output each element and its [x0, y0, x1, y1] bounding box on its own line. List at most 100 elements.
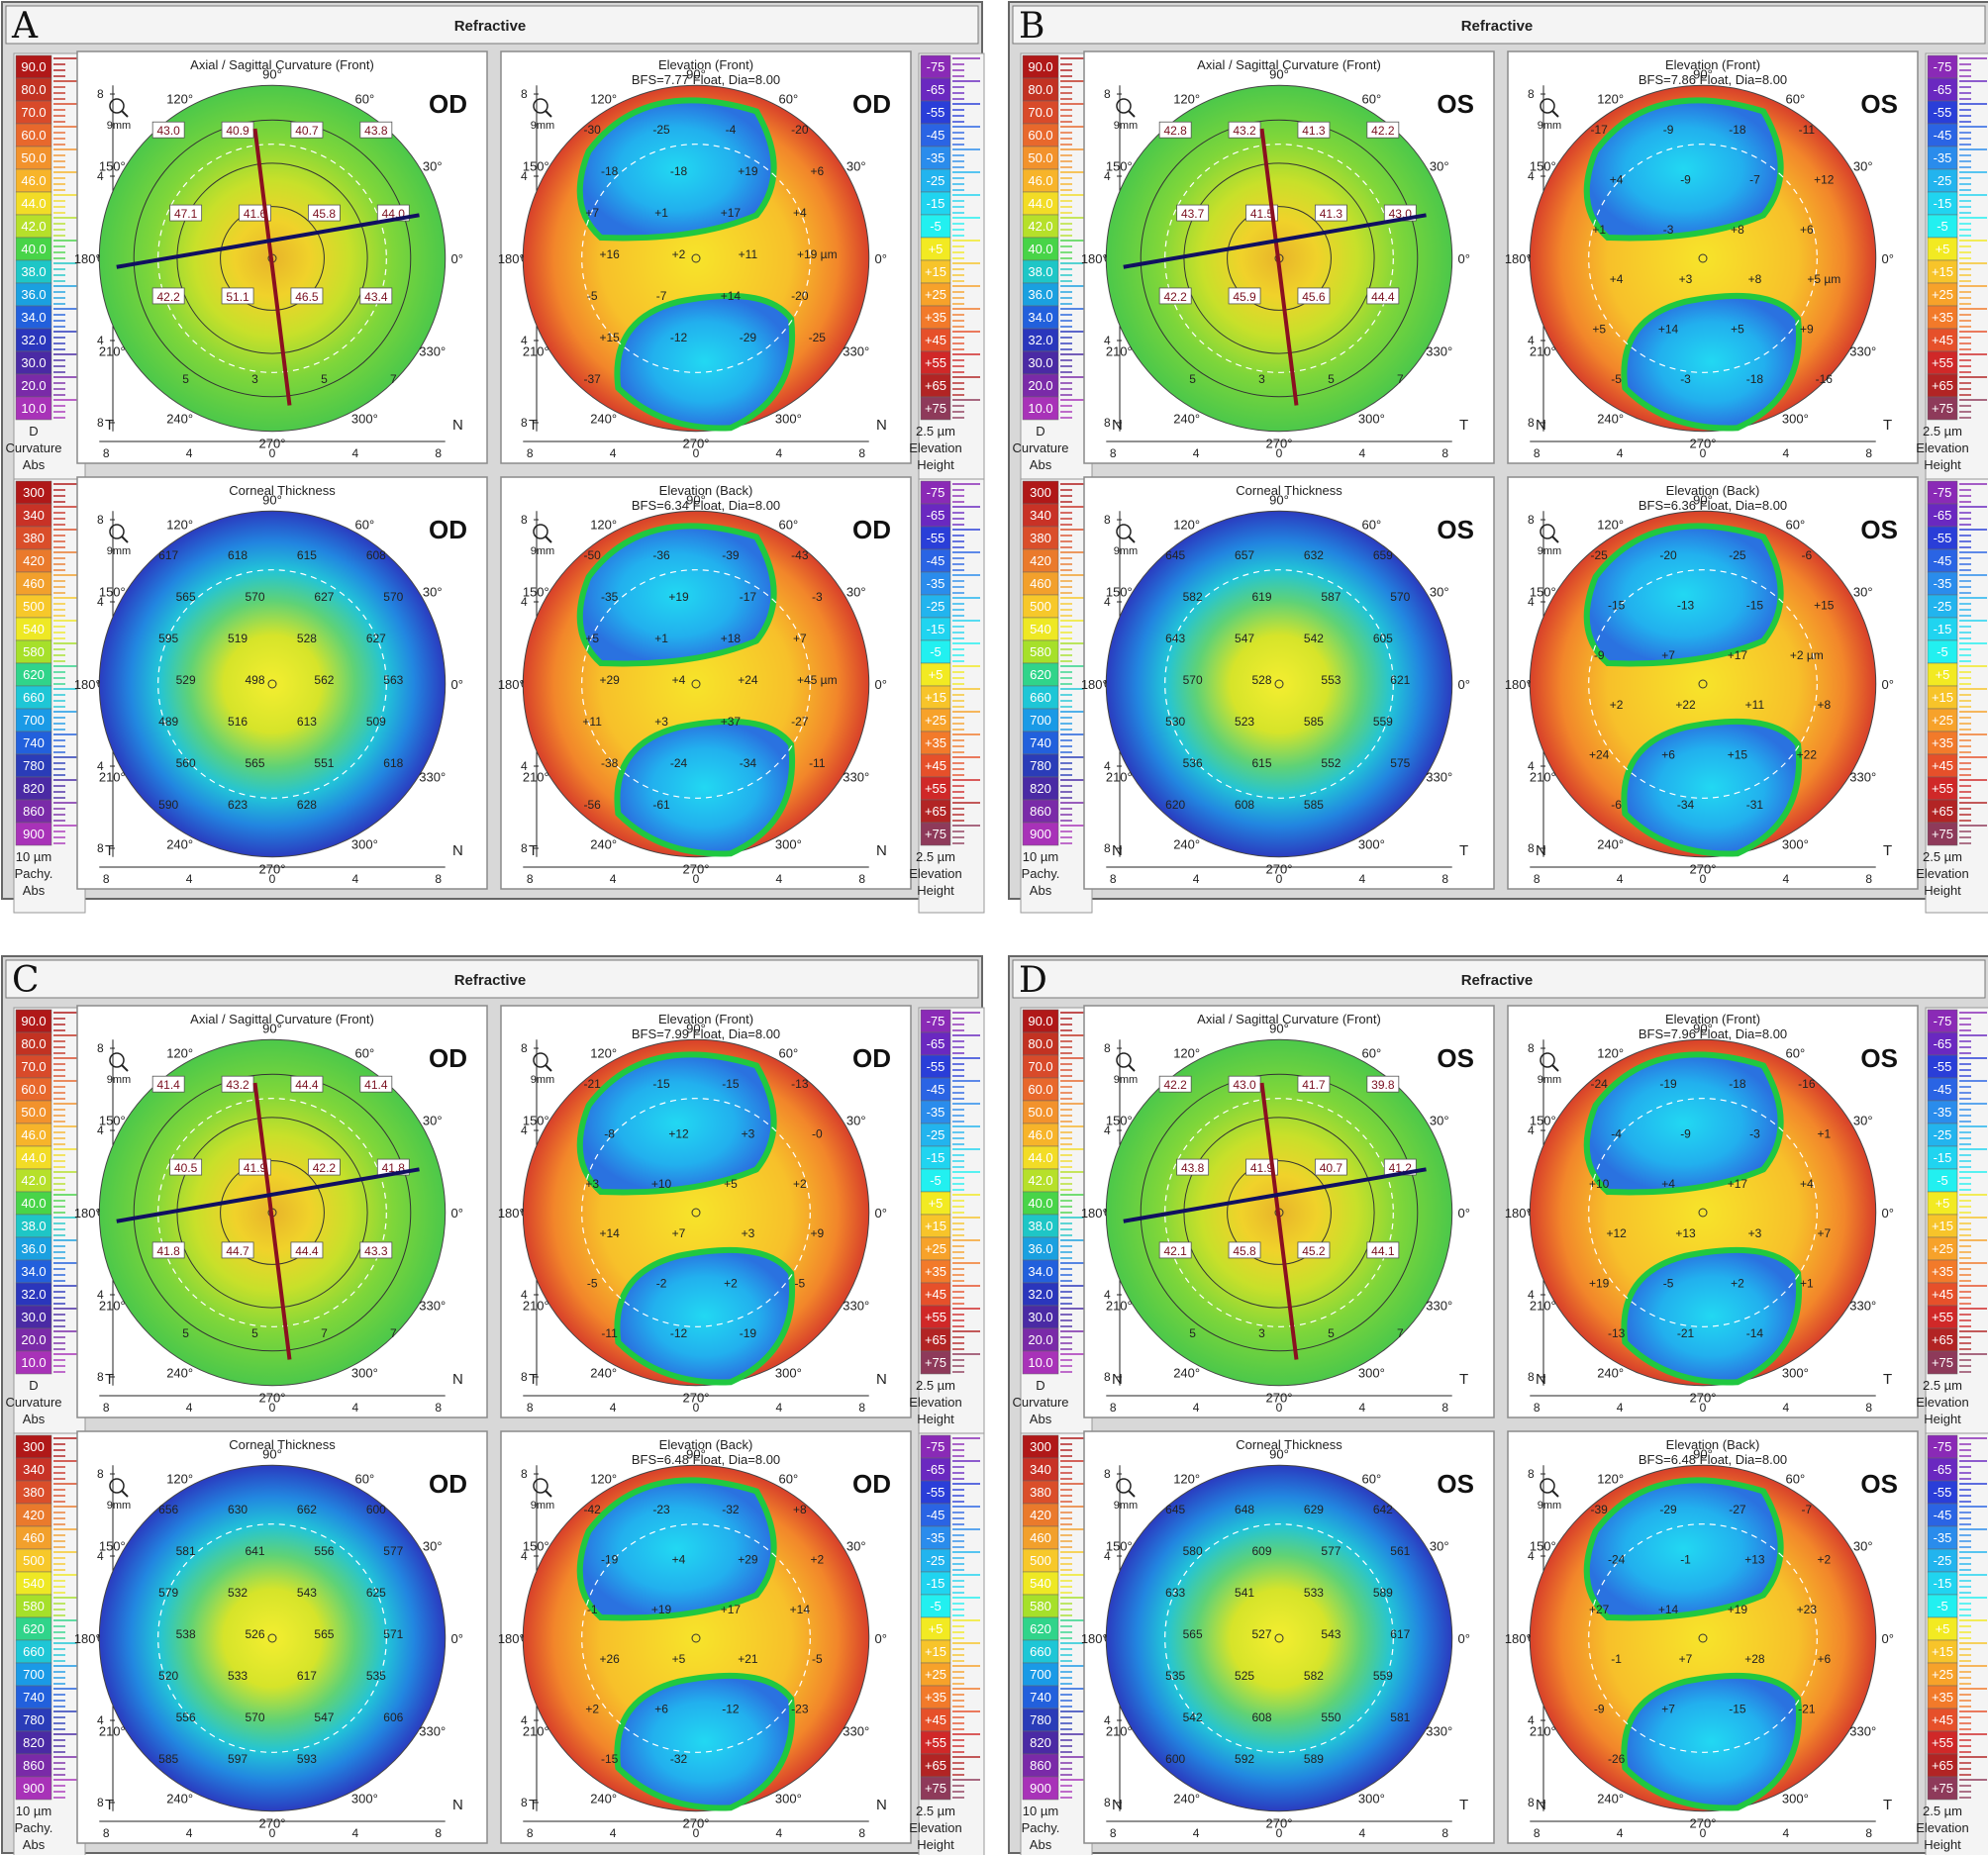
angle-label: 60° [1362, 91, 1382, 106]
map-value: +7 [1817, 1226, 1831, 1240]
map-value: +10 [651, 1177, 672, 1191]
angle-label: 330° [843, 1723, 869, 1738]
scale-swatch [920, 822, 951, 846]
eye-label: OD [852, 1043, 891, 1073]
map-value: 581 [176, 1544, 196, 1558]
scale-value: +5 [929, 1621, 944, 1636]
zoom-label: 9mm [107, 545, 131, 557]
angle-label: 270° [1266, 1816, 1293, 1831]
map-value: -27 [1729, 1503, 1746, 1516]
map-value: 593 [297, 1752, 317, 1766]
angle-label: 210° [99, 1298, 126, 1313]
scale-swatch [15, 396, 52, 421]
scale-swatch [1927, 1350, 1958, 1375]
map-value: -43 [791, 548, 809, 562]
scale-value: 32.0 [1028, 1287, 1052, 1302]
scale-value: 740 [23, 735, 45, 750]
scale-value: -75 [1934, 1014, 1952, 1028]
map-value: +22 [1797, 747, 1818, 761]
panel-title-elev_front: Elevation (Front) [658, 1012, 753, 1026]
scale-value: 700 [1030, 1667, 1051, 1682]
axis-tick-horizontal: 8 [435, 1401, 442, 1415]
angle-label: 0° [875, 1206, 887, 1220]
angle-label: 270° [1690, 862, 1717, 877]
scale-value: 500 [23, 1553, 45, 1568]
angle-label: 240° [166, 837, 193, 852]
scale-value: -25 [927, 173, 945, 188]
scale-value: +15 [1932, 264, 1953, 279]
angle-label: 90° [686, 1446, 706, 1461]
center-marker [1698, 253, 1708, 263]
scale-value: 40.0 [21, 1196, 46, 1211]
angle-label: 270° [259, 437, 286, 451]
map-value: +7 [1661, 648, 1675, 662]
scale-footer: Elevation [1916, 1395, 1968, 1410]
scale-value: +65 [1932, 1332, 1953, 1347]
map-value: -24 [670, 756, 688, 770]
angle-label: 30° [846, 1539, 866, 1554]
scale-swatch [1927, 396, 1958, 421]
flat-meridian [1123, 1167, 1427, 1223]
map-value: 528 [297, 632, 317, 645]
side-label-left: N [1112, 417, 1123, 434]
blue-zone-lower [614, 292, 795, 432]
map-value: 633 [1165, 1586, 1185, 1600]
scale-value: 420 [1030, 1508, 1051, 1522]
angle-label: 120° [166, 1471, 193, 1486]
angle-label: 300° [1782, 1366, 1809, 1381]
scale-value: +15 [925, 1644, 946, 1659]
map-value: -26 [1608, 1752, 1626, 1766]
meridian-value: 44.4 [1371, 290, 1395, 304]
eye-label: OS [1860, 1469, 1898, 1499]
angle-label: 240° [590, 1792, 617, 1806]
map-value: 516 [228, 715, 248, 729]
meridian-value: 45.6 [1302, 290, 1326, 304]
scale-value: 500 [23, 599, 45, 614]
scale-swatch [15, 822, 52, 846]
eye-label: OD [429, 515, 467, 544]
panel-title-curvature: Axial / Sagittal Curvature (Front) [1197, 57, 1381, 72]
scale-value: 700 [1030, 713, 1051, 728]
angle-label: 330° [843, 343, 869, 358]
blue-zone-upper [576, 1477, 777, 1621]
scale-footer: 2.5 µm [1923, 1804, 1962, 1818]
angle-label: 270° [259, 1816, 286, 1831]
axis-tick-vertical: 4 [1528, 1549, 1535, 1563]
scale-value: -45 [927, 553, 945, 568]
meridian-value-box [151, 287, 185, 305]
axis-tick-horizontal: 8 [527, 1401, 534, 1415]
axis-tick-horizontal: 8 [435, 1826, 442, 1840]
angle-label: 330° [1426, 1298, 1452, 1313]
scale-value: -45 [927, 1082, 945, 1097]
meridian-value: 51.1 [226, 290, 249, 304]
angle-label: 180° [1505, 677, 1532, 692]
map-value: +13 [1675, 1226, 1696, 1240]
meridian-value: 43.8 [1181, 1161, 1205, 1175]
bfs-label: BFS=7.77 Float, Dia=8.00 [632, 72, 780, 87]
scale-value: 20.0 [1028, 1332, 1052, 1347]
scale-footer: Height [917, 1837, 954, 1852]
angle-label: 180° [1081, 251, 1108, 266]
side-label-right: T [1883, 1371, 1892, 1388]
angle-label: 60° [1786, 517, 1806, 532]
map-value: 592 [1235, 1752, 1254, 1766]
angle-label: 30° [846, 159, 866, 174]
axis-tick-vertical: 4 [1528, 1123, 1535, 1137]
meridian-value-box [290, 287, 324, 305]
scale-value: 90.0 [1028, 59, 1052, 74]
axis-tick-horizontal: 0 [693, 446, 700, 460]
figure-letter: B [1019, 6, 1044, 47]
scale-value: -35 [1934, 1105, 1952, 1120]
axis-tick-horizontal: 8 [1534, 1401, 1541, 1415]
scale-value: 44.0 [1028, 196, 1052, 211]
angle-label: 0° [1458, 251, 1470, 266]
map-value: 542 [1183, 1710, 1203, 1724]
scale-value: -65 [927, 1462, 945, 1477]
axis-tick-vertical: 8 [1104, 1796, 1111, 1809]
angle-label: 300° [351, 412, 378, 427]
scale-value: 580 [1030, 1599, 1051, 1613]
meridian-value: 46.5 [295, 290, 319, 304]
scale-value: 46.0 [1028, 1127, 1052, 1142]
map-value: -15 [601, 1752, 619, 1766]
scale-value: 34.0 [21, 1264, 46, 1279]
